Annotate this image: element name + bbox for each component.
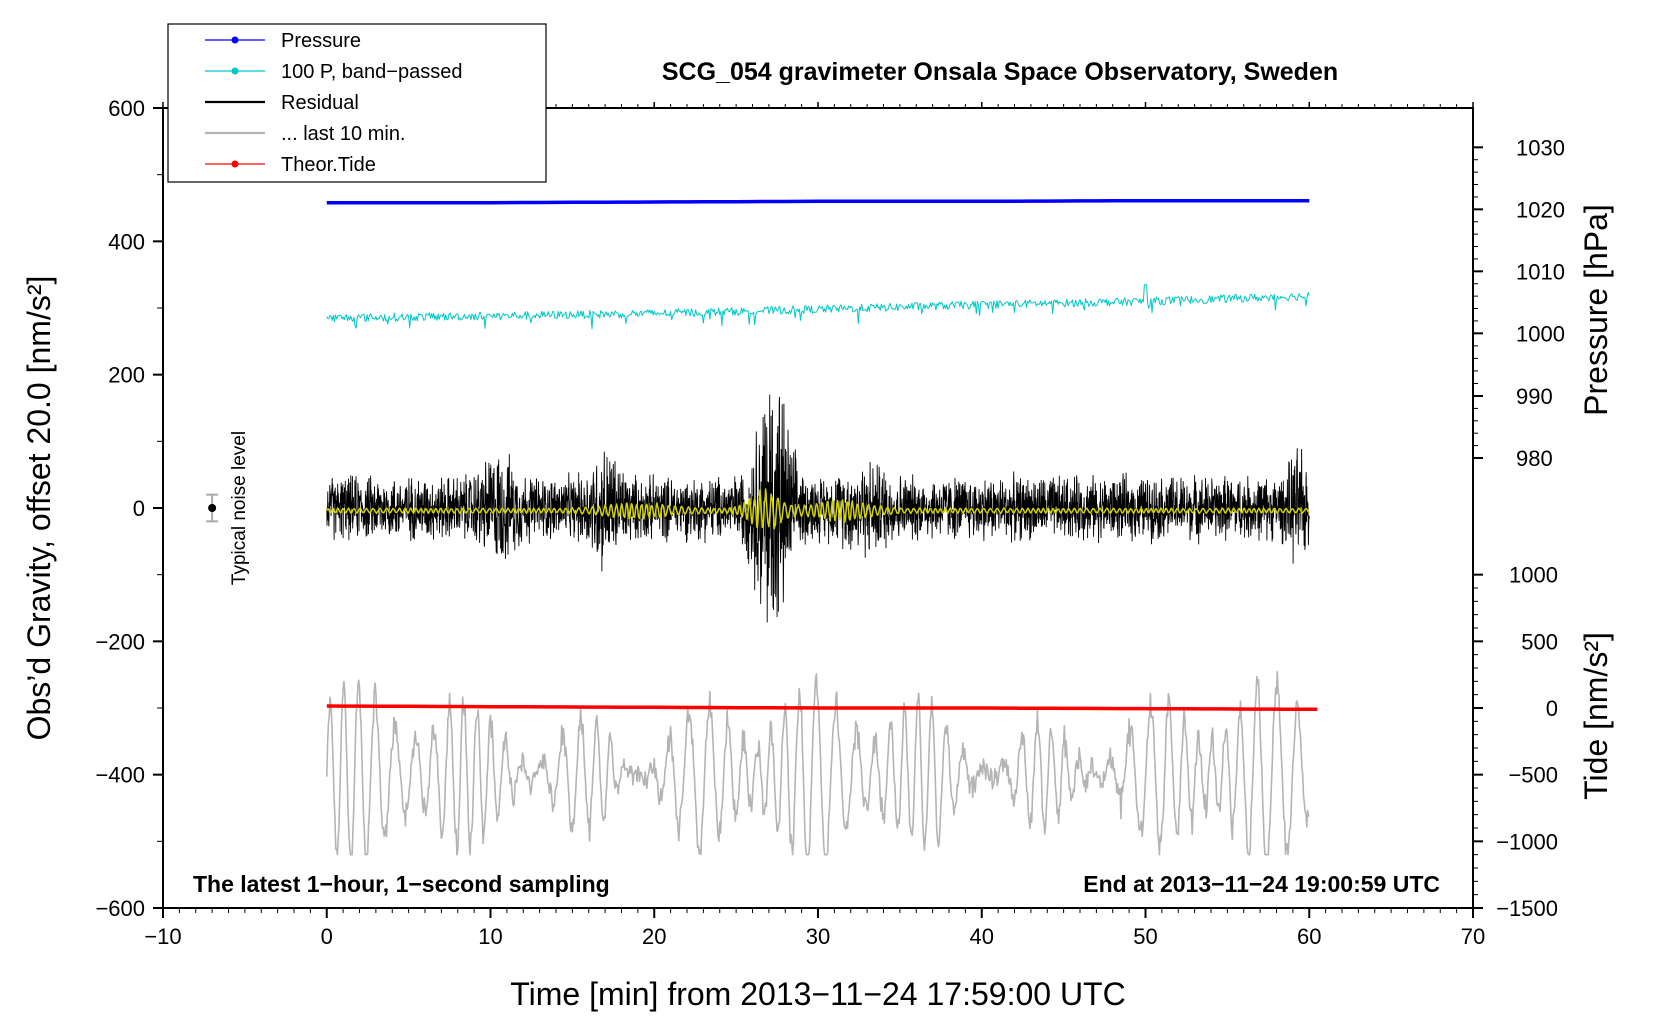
y-axis-label-left: Obs’d Gravity, offset 20.0 [nm/s²] (21, 276, 57, 741)
data-layer (206, 198, 1318, 856)
x-tick-label: 20 (642, 924, 666, 949)
legend: Pressure 100 P, band−passed Residual ... la… (167, 23, 547, 183)
legend-label: ... last 10 min. (281, 123, 406, 145)
legend-label: 100 P, band−passed (281, 61, 462, 83)
legend-label: Pressure (281, 30, 361, 52)
x-tick-label: 50 (1133, 924, 1157, 949)
y-tick-label: 400 (108, 229, 145, 254)
x-tick-label: 40 (970, 924, 994, 949)
annotation-left: The latest 1−hour, 1−second sampling (193, 871, 610, 897)
x-axis-label: Time [min] from 2013−11−24 17:59:00 UTC (510, 976, 1125, 1012)
yellow-residual-line (326, 488, 1310, 530)
noise-level-label: Typical noise level (229, 431, 250, 585)
y-axis-label-tide: Tide [nm/s²] (1578, 632, 1614, 800)
pressure-tick-label: 1030 (1516, 135, 1565, 160)
tide-line (326, 704, 1318, 712)
tick-layer: −10 0 10 20 30 40 50 60 70−600−400−2000200400600… (95, 96, 1565, 949)
x-tick-label: 70 (1461, 924, 1485, 949)
y-tick-label: 200 (108, 363, 145, 388)
tide-tick-label: −1500 (1496, 896, 1558, 921)
x-tick-label: 60 (1297, 924, 1321, 949)
tide-tick-label: 0 (1546, 696, 1558, 721)
x-tick-label: 30 (806, 924, 830, 949)
x-tick-label: 0 (321, 924, 333, 949)
y-tick-label: 0 (133, 496, 145, 521)
legend-label: Theor.Tide (281, 154, 376, 176)
residual-line (326, 394, 1310, 623)
pressure-tick-label: 1010 (1516, 259, 1565, 284)
y-axis-label-pressure: Pressure [hPa] (1578, 204, 1614, 416)
tide-tick-label: −1000 (1496, 829, 1558, 854)
pressure-tick-label: 990 (1516, 384, 1553, 409)
legend-marker (231, 36, 239, 44)
legend-marker (231, 160, 239, 168)
tide-tick-label: 1000 (1509, 563, 1558, 588)
bandpassed-pressure-line (326, 284, 1310, 330)
y-tick-label: 600 (108, 96, 145, 121)
pressure-tick-label: 1000 (1516, 321, 1565, 346)
x-tick-label: 10 (478, 924, 502, 949)
pressure-tick-label: 980 (1516, 446, 1553, 471)
y-tick-label: −200 (95, 629, 145, 654)
y-tick-label: −600 (95, 896, 145, 921)
tide-tick-label: −500 (1508, 763, 1558, 788)
y-tick-label: −400 (95, 763, 145, 788)
pressure-line (326, 198, 1310, 205)
annotation-right: End at 2013−11−24 19:00:59 UTC (1083, 871, 1440, 897)
legend-marker (231, 67, 239, 75)
noise-point (208, 504, 217, 512)
pressure-tick-label: 1020 (1516, 197, 1565, 222)
last-10-min-line (326, 670, 1310, 856)
chart-title: SCG_054 gravimeter Onsala Space Observat… (662, 58, 1338, 86)
tide-tick-label: 500 (1521, 629, 1558, 654)
legend-label: Residual (281, 92, 359, 114)
x-tick-label: −10 (144, 924, 181, 949)
